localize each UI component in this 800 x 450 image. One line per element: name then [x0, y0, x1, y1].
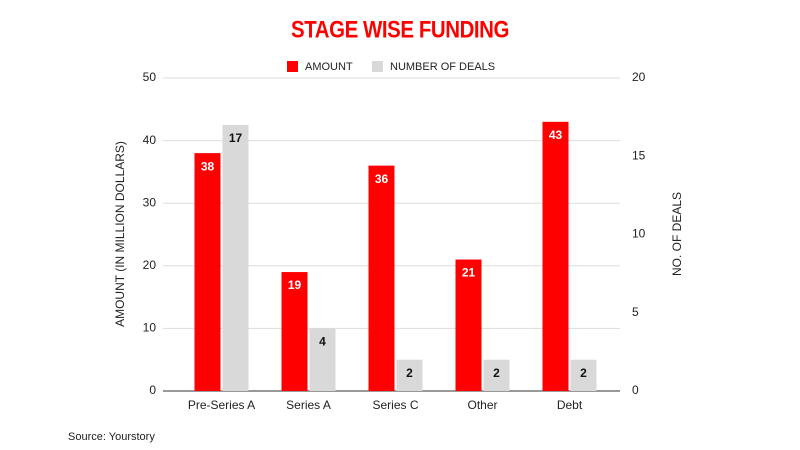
x-tick-label: Other: [467, 398, 497, 412]
value-label: 36: [375, 172, 389, 186]
value-label: 2: [406, 366, 413, 380]
bar: [396, 359, 423, 391]
bar: [309, 328, 336, 391]
legend-label: NUMBER OF DEALS: [390, 61, 495, 73]
x-tick-label: Debt: [557, 398, 583, 412]
bar: [570, 359, 597, 391]
value-label: 21: [462, 266, 476, 280]
bar: [542, 121, 569, 391]
x-tick-label: Series A: [286, 398, 331, 412]
y-tick-label: 30: [143, 195, 157, 209]
y2-axis-label: NO. OF DEALS: [670, 192, 684, 276]
bar: [368, 165, 395, 391]
value-label: 17: [229, 131, 243, 145]
y2-tick-label: 10: [632, 227, 646, 241]
legend-label: AMOUNT: [305, 61, 353, 73]
value-label: 19: [288, 278, 302, 292]
value-label: 2: [493, 366, 500, 380]
legend-swatch: [287, 61, 298, 72]
x-tick-label: Pre-Series A: [188, 398, 255, 412]
source: Source: Yourstory: [68, 431, 155, 443]
legend-swatch: [372, 61, 383, 72]
y2-tick-label: 0: [632, 383, 639, 397]
bar: [222, 124, 249, 391]
y-tick-label: 0: [149, 383, 156, 397]
value-label: 38: [201, 159, 215, 173]
y2-tick-label: 20: [632, 70, 646, 84]
chart-title: STAGE WISE FUNDING: [291, 16, 509, 43]
value-label: 2: [580, 366, 587, 380]
y-tick-label: 40: [143, 133, 157, 147]
bar: [281, 272, 308, 391]
value-label: 43: [549, 128, 563, 142]
y-axis-label: AMOUNT (IN MILLION DOLLARS): [113, 141, 127, 327]
bar: [455, 259, 482, 391]
x-tick-label: Series C: [372, 398, 418, 412]
value-label: 4: [319, 335, 326, 349]
y2-tick-label: 5: [632, 305, 639, 319]
bar: [194, 153, 221, 391]
y2-tick-label: 15: [632, 148, 646, 162]
y-tick-label: 20: [143, 258, 157, 272]
y-tick-label: 10: [143, 321, 157, 335]
y-tick-label: 50: [143, 70, 157, 84]
bar: [483, 359, 510, 391]
